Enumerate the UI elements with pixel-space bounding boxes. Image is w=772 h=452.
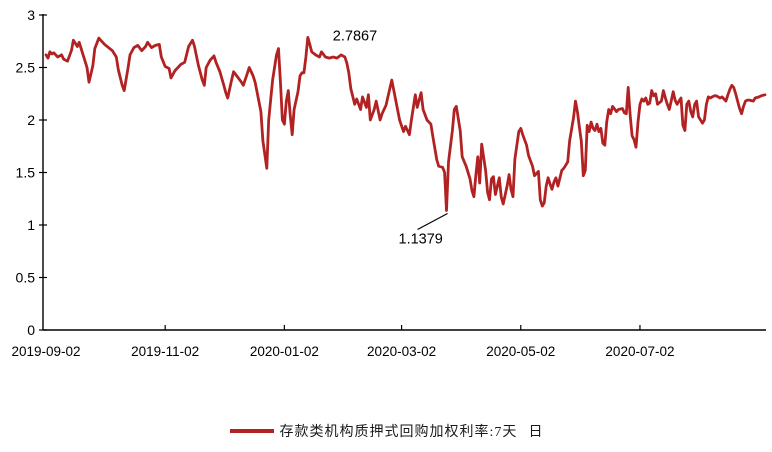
x-axis-tick-label: 2019-11-02 — [131, 344, 199, 359]
repo-rate-line-chart: 0 0.5 1 1.5 2 2.5 3 2019-09-02 2019-11-02 2020-01… — [11, 7, 767, 359]
annotation-min-label: 1.1379 — [399, 232, 443, 248]
legend-frequency-label: 日 — [528, 425, 543, 440]
chart-legend: 存款类机构质押式回购加权利率:7天 日 — [0, 421, 772, 441]
x-axis-tick-label: 2019-09-02 — [11, 344, 80, 359]
annotation-leader-line — [417, 212, 448, 231]
x-axis-tick-label: 2020-07-02 — [605, 344, 674, 359]
legend-line-swatch — [229, 429, 274, 433]
y-axis-tick-label: 1 — [27, 217, 35, 233]
y-axis-tick-label: 0 — [27, 322, 35, 338]
x-axis-tick-label: 2020-05-02 — [486, 344, 555, 359]
y-axis-tick-label: 2.5 — [16, 60, 36, 76]
y-axis-tick-label: 3 — [27, 7, 35, 23]
y-axis-tick-label: 0.5 — [16, 270, 36, 286]
x-axis-tick-label: 2020-01-02 — [250, 344, 319, 359]
x-axis-tick-label: 2020-03-02 — [367, 344, 436, 359]
annotation-max-label: 2.7867 — [333, 28, 377, 44]
y-axis-tick-label: 1.5 — [16, 165, 36, 181]
rate-line — [44, 36, 767, 212]
legend-series-label: 存款类机构质押式回购加权利率:7天 — [279, 425, 518, 440]
y-axis-tick-label: 2 — [27, 112, 35, 128]
